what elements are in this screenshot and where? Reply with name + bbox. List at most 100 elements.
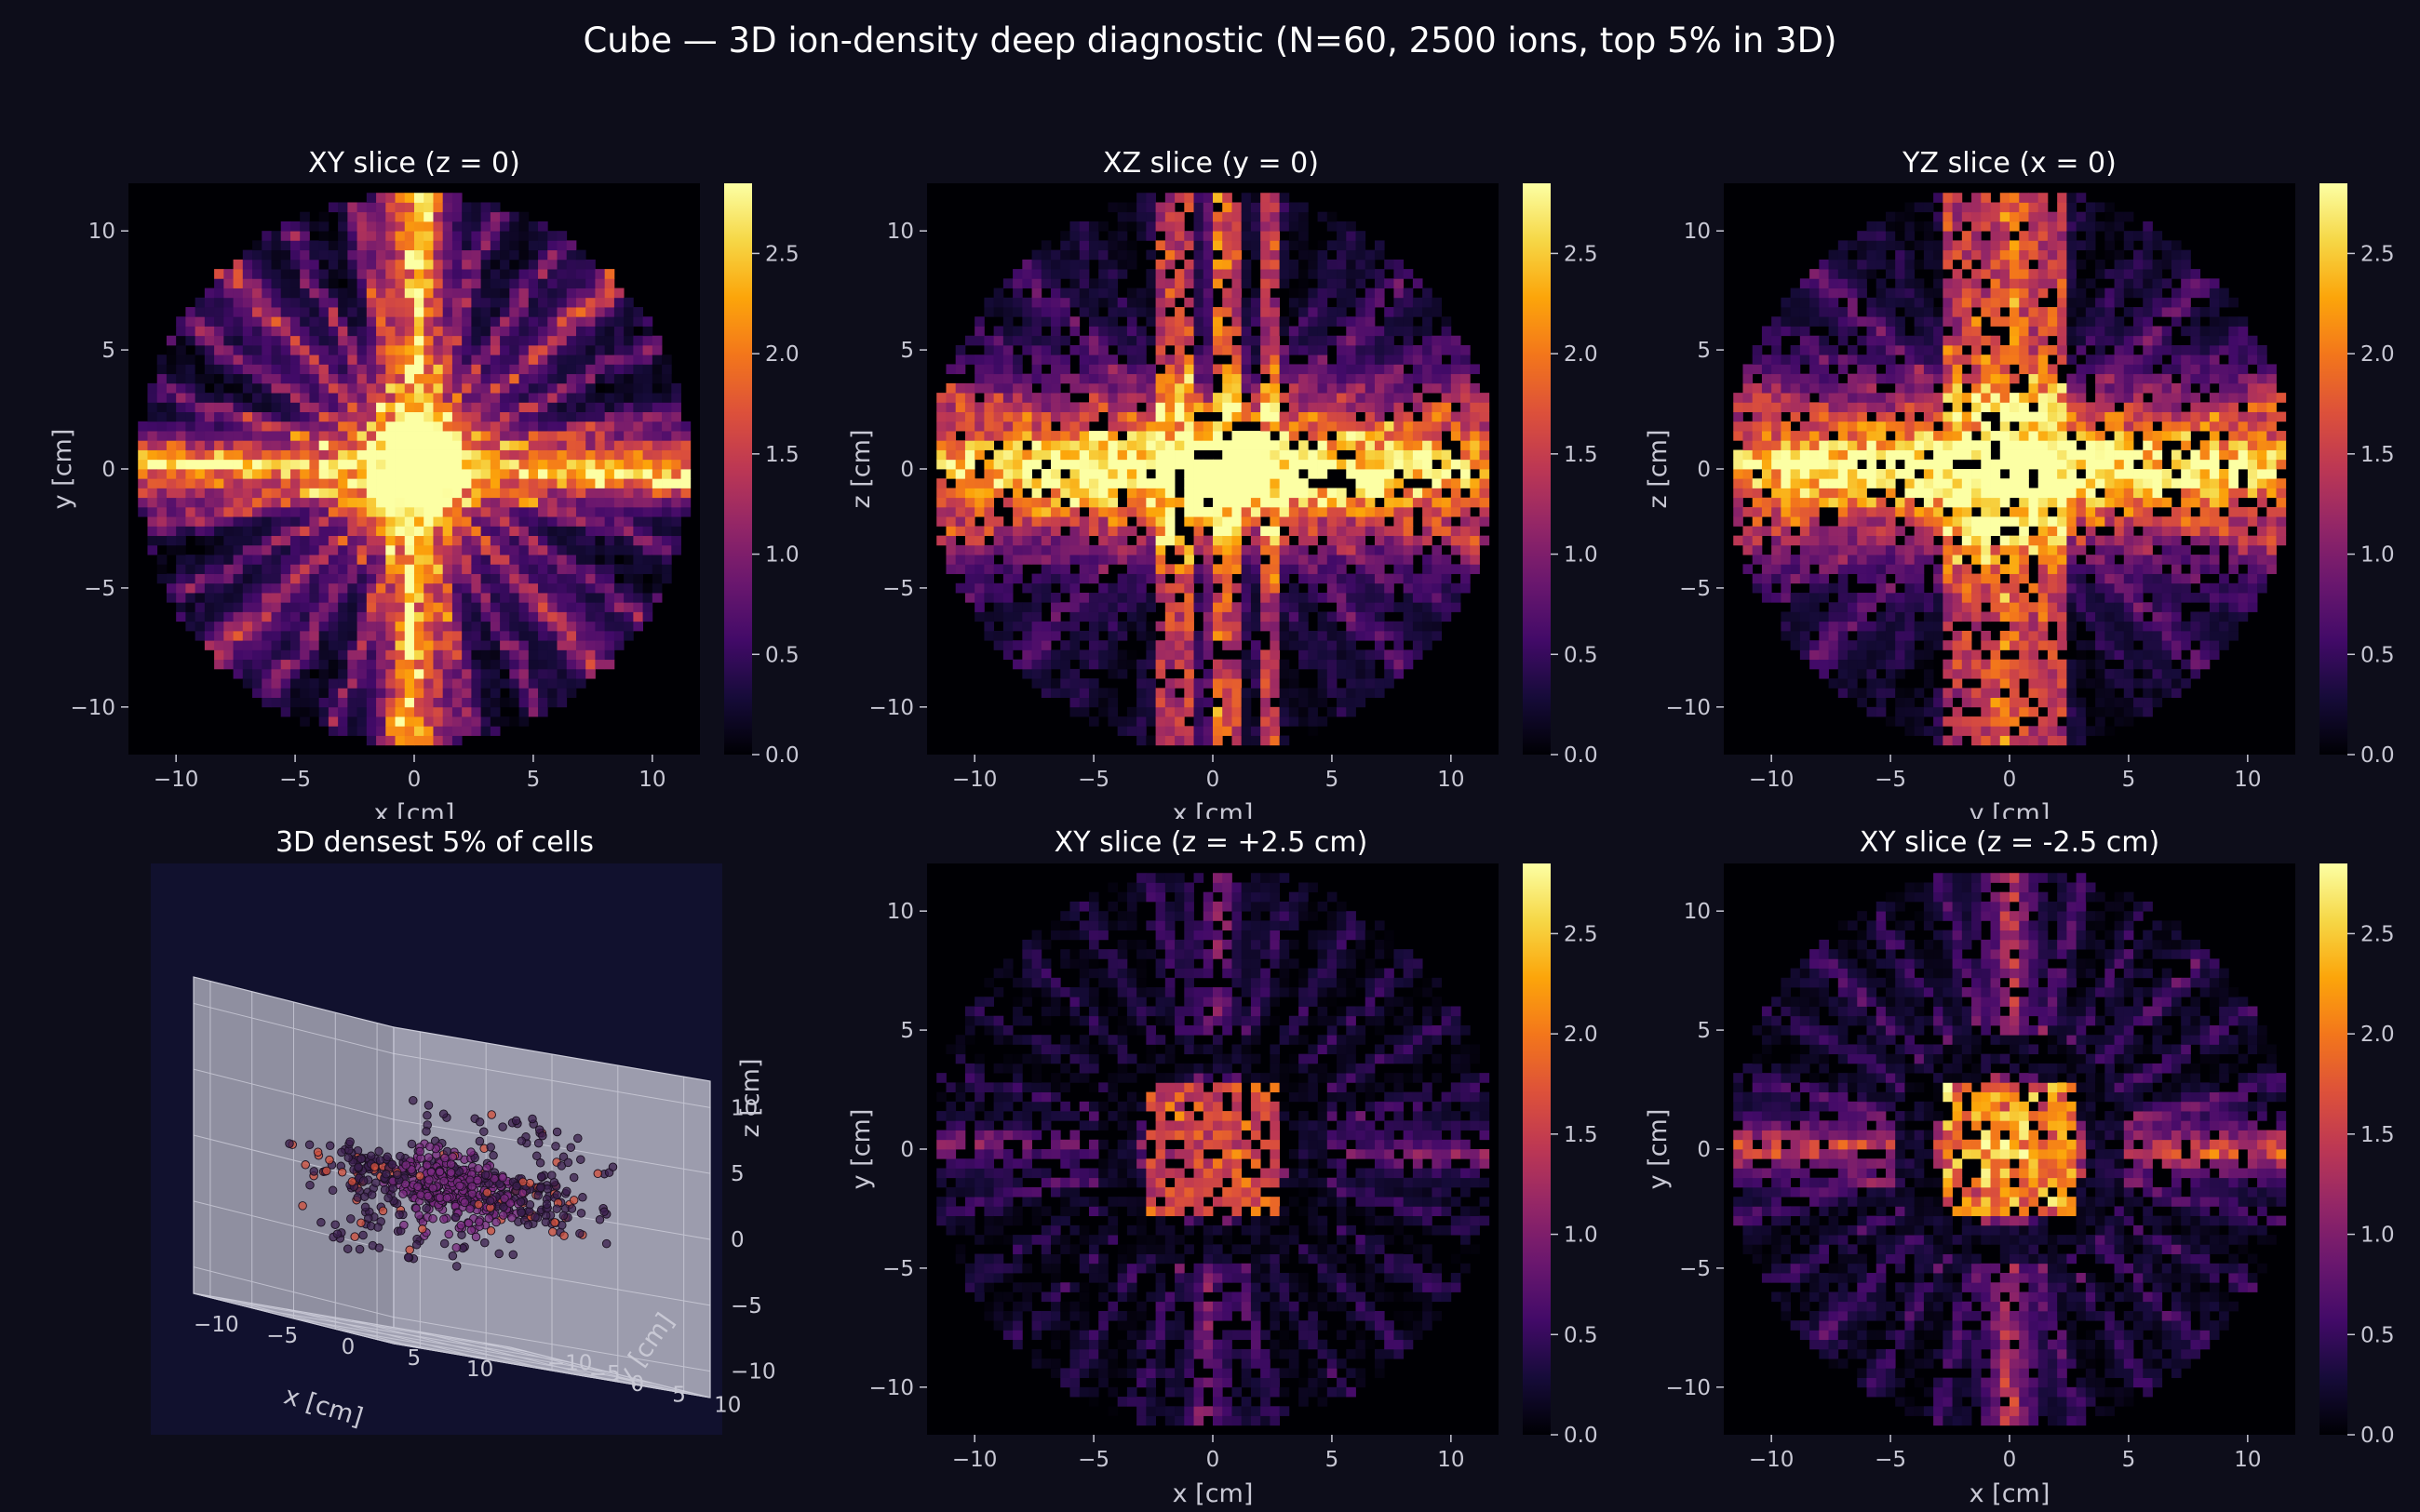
heatmap-cell [509,535,519,546]
heatmap-cell [1384,593,1394,603]
heatmap-cell [280,573,291,584]
heatmap-cell [1098,544,1109,555]
heatmap-cell [1108,716,1119,727]
heatmap-cell [424,459,434,470]
heatmap-cell [1193,564,1204,574]
heatmap-cell [1136,544,1147,555]
heatmap-cell [366,573,377,584]
heatmap-cell [547,344,558,355]
heatmap-cell [376,431,386,441]
heatmap-cell [1041,440,1052,450]
heatmap-cell [347,488,357,499]
heatmap-cell [471,278,482,288]
heatmap-cell [1308,382,1318,394]
heatmap-cell [1146,382,1156,394]
heatmap-cell [547,431,558,441]
heatmap-cell [1222,402,1232,412]
heatmap-cell [176,382,186,394]
heatmap-cell [214,659,224,670]
heatmap-cell [1441,421,1452,432]
heatmap-cell [1374,611,1385,622]
heatmap-cell [300,440,310,450]
heatmap-cell [404,193,415,203]
heatmap-cell [1384,555,1394,565]
heatmap-cell [975,431,985,441]
heatmap-cell [147,535,158,546]
heatmap-cell [1193,402,1204,412]
heatmap-cell [642,497,653,508]
heatmap-cell [490,469,501,479]
heatmap-cell [1241,211,1252,222]
heatmap-cell [347,668,357,679]
heatmap-cell [1088,411,1099,422]
heatmap-cell [1213,326,1223,337]
heatmap-cell [518,469,530,479]
heatmap-cell [1298,602,1309,612]
heatmap-cell [328,526,339,537]
heatmap-cell [1279,431,1290,441]
heatmap-cell [424,726,434,736]
heatmap-cell [1022,393,1032,403]
heatmap-cell [1393,421,1405,432]
heatmap-cell [604,555,615,565]
heatmap-cell [385,497,396,508]
heatmap-cell [1041,573,1052,584]
heatmap-cell [1041,402,1052,412]
heatmap-cell [1288,269,1299,279]
heatmap-cell [233,668,244,679]
heatmap-cell [223,564,234,574]
heatmap-cell [1231,202,1243,213]
heatmap-cell [1355,469,1366,479]
heatmap-cell [1222,573,1232,584]
heatmap-cell [433,355,444,365]
heatmap-cell [471,640,482,650]
heatmap-cell [613,582,625,594]
heatmap-cell [595,297,606,308]
heatmap-cell [518,497,530,508]
heatmap-cell [252,288,262,299]
heatmap-cell [262,373,272,384]
heatmap-cell [547,506,558,517]
heatmap-cell [442,382,453,394]
heatmap-cell [366,211,377,222]
heatmap-cell [946,526,957,537]
heatmap-cell [993,602,1004,612]
heatmap-cell [366,288,377,299]
heatmap-cell [385,688,396,698]
heatmap-cell [1308,555,1318,565]
heatmap-cell [1155,316,1166,327]
heatmap-cell [1270,402,1281,412]
panel-xy-slice-z0: XY slice (z = 0) −10 −5 0 5 10 −10 −5 0 5 10 x [cm… [0,0,838,819]
heatmap-cell [1279,497,1290,508]
heatmap-cell [1193,297,1204,308]
heatmap-cell [955,393,966,403]
heatmap-cell [328,497,339,508]
heatmap-cell [214,402,224,412]
heatmap-cell [318,688,329,698]
heatmap-cell [366,735,377,746]
heatmap-cell [557,278,568,288]
heatmap-cell [1013,659,1023,670]
heatmap-cell [233,335,244,346]
heatmap-cell [1317,411,1328,422]
heatmap-cell [1031,326,1042,337]
heatmap-cell [1155,307,1166,317]
heatmap-cell [309,611,320,622]
heatmap-cell [309,506,320,517]
heatmap-cell [347,221,357,232]
heatmap-cell [395,211,406,222]
heatmap-cell [1441,506,1452,517]
heatmap-cell [356,726,368,736]
heatmap-cell [1098,297,1109,308]
heatmap-cell [356,288,368,299]
heatmap-cell [462,668,472,679]
heatmap-cell [1213,544,1223,555]
heatmap-cell [471,440,482,450]
heatmap-cell [1060,393,1070,403]
heatmap-cell [613,593,625,603]
heatmap-cell [1317,402,1328,412]
heatmap-cell [1231,316,1243,327]
heatmap-cell [462,288,472,299]
heatmap-cell [356,535,368,546]
